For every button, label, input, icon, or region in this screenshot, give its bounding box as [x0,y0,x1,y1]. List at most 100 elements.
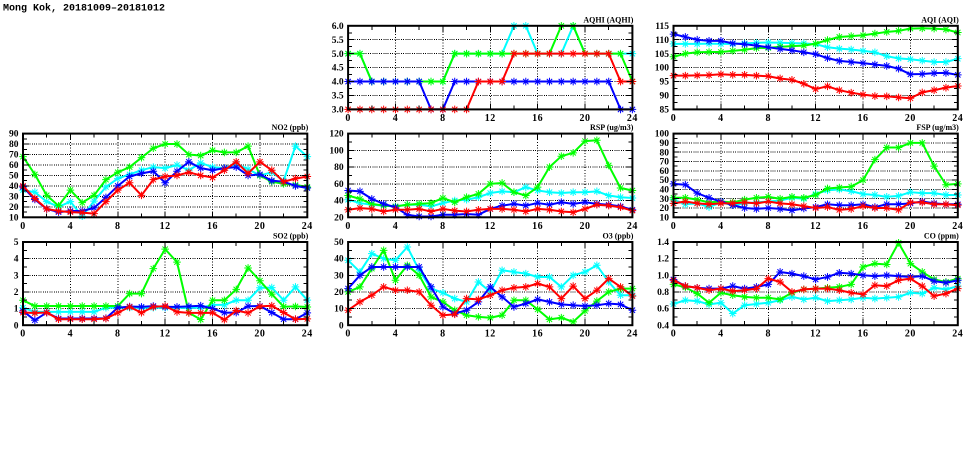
svg-text:70: 70 [9,151,19,161]
svg-text:1: 1 [14,305,19,315]
svg-text:O3 (ppb): O3 (ppb) [602,232,633,241]
svg-text:0.6: 0.6 [657,305,669,315]
svg-text:20: 20 [580,113,591,124]
svg-text:RSP (ug/m3): RSP (ug/m3) [590,123,634,132]
svg-text:3.0: 3.0 [332,106,344,116]
svg-text:0: 0 [339,321,344,331]
svg-text:100: 100 [655,64,670,74]
svg-text:60: 60 [334,180,344,190]
svg-text:1.2: 1.2 [657,255,669,265]
svg-text:90: 90 [660,92,670,102]
svg-text:12: 12 [485,221,496,232]
svg-text:24: 24 [627,221,638,232]
svg-text:3: 3 [14,271,19,281]
svg-text:4: 4 [68,221,74,232]
svg-text:4: 4 [393,221,399,232]
svg-text:80: 80 [660,148,670,158]
svg-text:12: 12 [160,329,171,340]
svg-text:CO (ppm): CO (ppm) [924,232,959,241]
svg-text:AQI (AQI): AQI (AQI) [921,15,959,24]
svg-text:110: 110 [655,36,669,46]
svg-text:115: 115 [655,22,669,32]
svg-text:16: 16 [858,113,869,124]
svg-text:20: 20 [580,221,591,232]
svg-text:10: 10 [334,305,344,315]
svg-text:4: 4 [718,113,724,124]
svg-text:12: 12 [485,113,496,124]
svg-text:0: 0 [14,321,19,331]
svg-text:3.5: 3.5 [332,92,344,102]
svg-text:30: 30 [9,192,19,202]
svg-text:0: 0 [345,329,351,340]
svg-text:20: 20 [9,203,19,213]
svg-text:30: 30 [334,271,344,281]
svg-text:20: 20 [905,329,916,340]
svg-text:4: 4 [393,113,399,124]
svg-text:12: 12 [810,221,821,232]
svg-text:16: 16 [858,329,869,340]
svg-text:24: 24 [302,329,313,340]
svg-text:24: 24 [627,113,638,124]
svg-text:16: 16 [207,329,218,340]
svg-text:0.8: 0.8 [657,288,669,298]
svg-text:24: 24 [952,113,963,124]
svg-text:4.0: 4.0 [332,78,344,88]
svg-text:0: 0 [345,113,351,124]
svg-text:4: 4 [393,329,399,340]
svg-text:20: 20 [905,113,916,124]
svg-text:NO2 (ppb): NO2 (ppb) [272,123,309,132]
svg-text:0: 0 [20,329,26,340]
svg-text:4: 4 [14,255,19,265]
svg-text:5: 5 [14,238,19,248]
svg-text:120: 120 [329,130,344,140]
svg-text:60: 60 [660,167,670,177]
svg-text:100: 100 [655,130,670,140]
svg-text:90: 90 [9,130,19,140]
svg-text:30: 30 [660,195,670,205]
svg-text:FSP (ug/m3): FSP (ug/m3) [916,123,959,132]
svg-text:40: 40 [660,186,670,196]
svg-text:20: 20 [334,288,344,298]
svg-text:0: 0 [20,221,26,232]
svg-text:16: 16 [858,221,869,232]
svg-text:16: 16 [532,221,543,232]
svg-text:20: 20 [334,213,344,223]
svg-text:8: 8 [766,329,772,340]
svg-text:4: 4 [68,329,74,340]
svg-text:1.0: 1.0 [657,271,669,281]
svg-text:16: 16 [532,329,543,340]
svg-text:0: 0 [671,113,677,124]
svg-text:95: 95 [660,78,670,88]
svg-text:5.0: 5.0 [332,50,344,60]
svg-text:SO2 (ppb): SO2 (ppb) [273,232,309,241]
svg-text:20: 20 [905,221,916,232]
svg-text:Mong Kok, 20181009–20181012: Mong Kok, 20181009–20181012 [3,3,165,15]
svg-text:8: 8 [766,221,772,232]
svg-text:8: 8 [440,221,446,232]
svg-text:50: 50 [334,238,344,248]
svg-text:4: 4 [718,329,724,340]
svg-text:85: 85 [660,106,670,116]
svg-text:0: 0 [671,329,677,340]
svg-text:8: 8 [115,221,121,232]
svg-text:0: 0 [345,221,351,232]
svg-text:4: 4 [718,221,724,232]
svg-text:20: 20 [254,329,265,340]
svg-text:1.4: 1.4 [657,238,669,248]
svg-text:0: 0 [671,221,677,232]
svg-text:24: 24 [302,221,313,232]
svg-text:24: 24 [952,329,963,340]
svg-text:90: 90 [660,139,670,149]
svg-text:10: 10 [660,213,670,223]
svg-text:80: 80 [334,163,344,173]
svg-text:70: 70 [660,158,670,168]
svg-text:AQHI (AQHI): AQHI (AQHI) [583,15,633,24]
svg-text:40: 40 [334,255,344,265]
svg-text:60: 60 [9,161,19,171]
svg-text:12: 12 [485,329,496,340]
svg-text:4.5: 4.5 [332,64,344,74]
svg-text:40: 40 [334,197,344,207]
svg-text:24: 24 [627,329,638,340]
svg-text:20: 20 [580,329,591,340]
svg-text:16: 16 [532,113,543,124]
